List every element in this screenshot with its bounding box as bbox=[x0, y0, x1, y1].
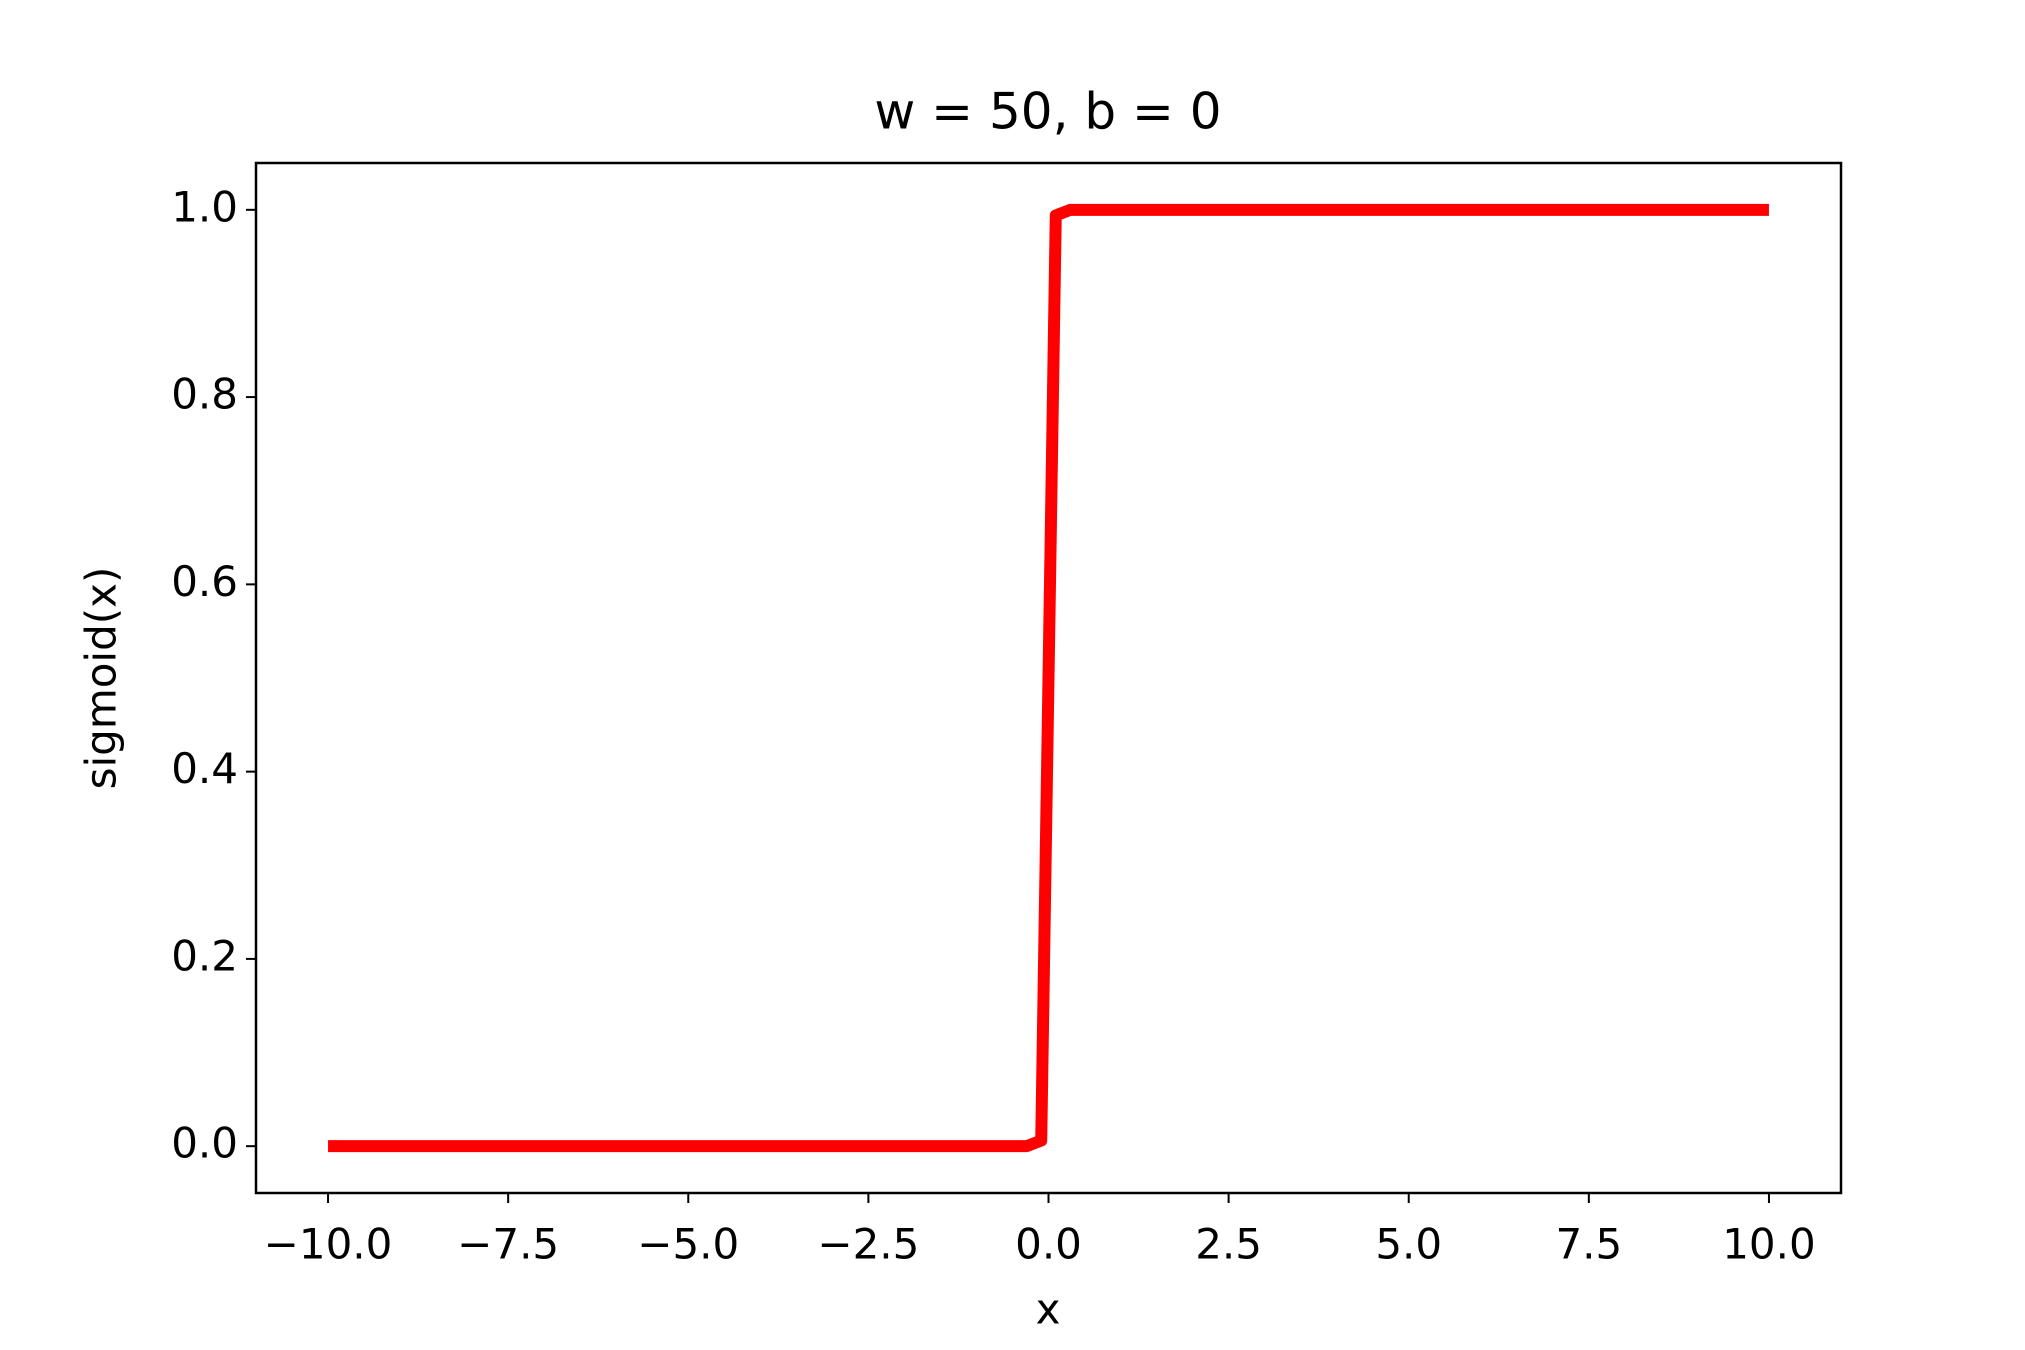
x-tick-label: 10.0 bbox=[1722, 1220, 1816, 1269]
y-tick-label: 1.0 bbox=[171, 182, 238, 231]
plot-frame bbox=[254, 161, 1843, 1195]
y-tick-label: 0.4 bbox=[171, 744, 238, 793]
chart-title: w = 50, b = 0 bbox=[874, 83, 1221, 141]
y-tick-label: 0.8 bbox=[171, 370, 238, 419]
x-axis-label: x bbox=[1036, 1285, 1061, 1334]
y-tick-label: 0.2 bbox=[171, 931, 238, 980]
x-tick-label: −2.5 bbox=[817, 1220, 919, 1269]
y-tick-label: 0.0 bbox=[171, 1119, 238, 1168]
x-tick-label: −5.0 bbox=[637, 1220, 739, 1269]
x-tick-label: 7.5 bbox=[1555, 1220, 1622, 1269]
x-tick-label: 5.0 bbox=[1375, 1220, 1442, 1269]
x-tick-label: 2.5 bbox=[1195, 1220, 1262, 1269]
y-tick-label: 0.6 bbox=[171, 557, 238, 606]
y-axis-label: sigmoid(x) bbox=[77, 567, 126, 790]
line bbox=[328, 203, 1769, 1153]
x-tick-label: 0.0 bbox=[1015, 1220, 1082, 1269]
x-tick-label: −10.0 bbox=[264, 1220, 393, 1269]
x-tick-label: −7.5 bbox=[457, 1220, 559, 1269]
